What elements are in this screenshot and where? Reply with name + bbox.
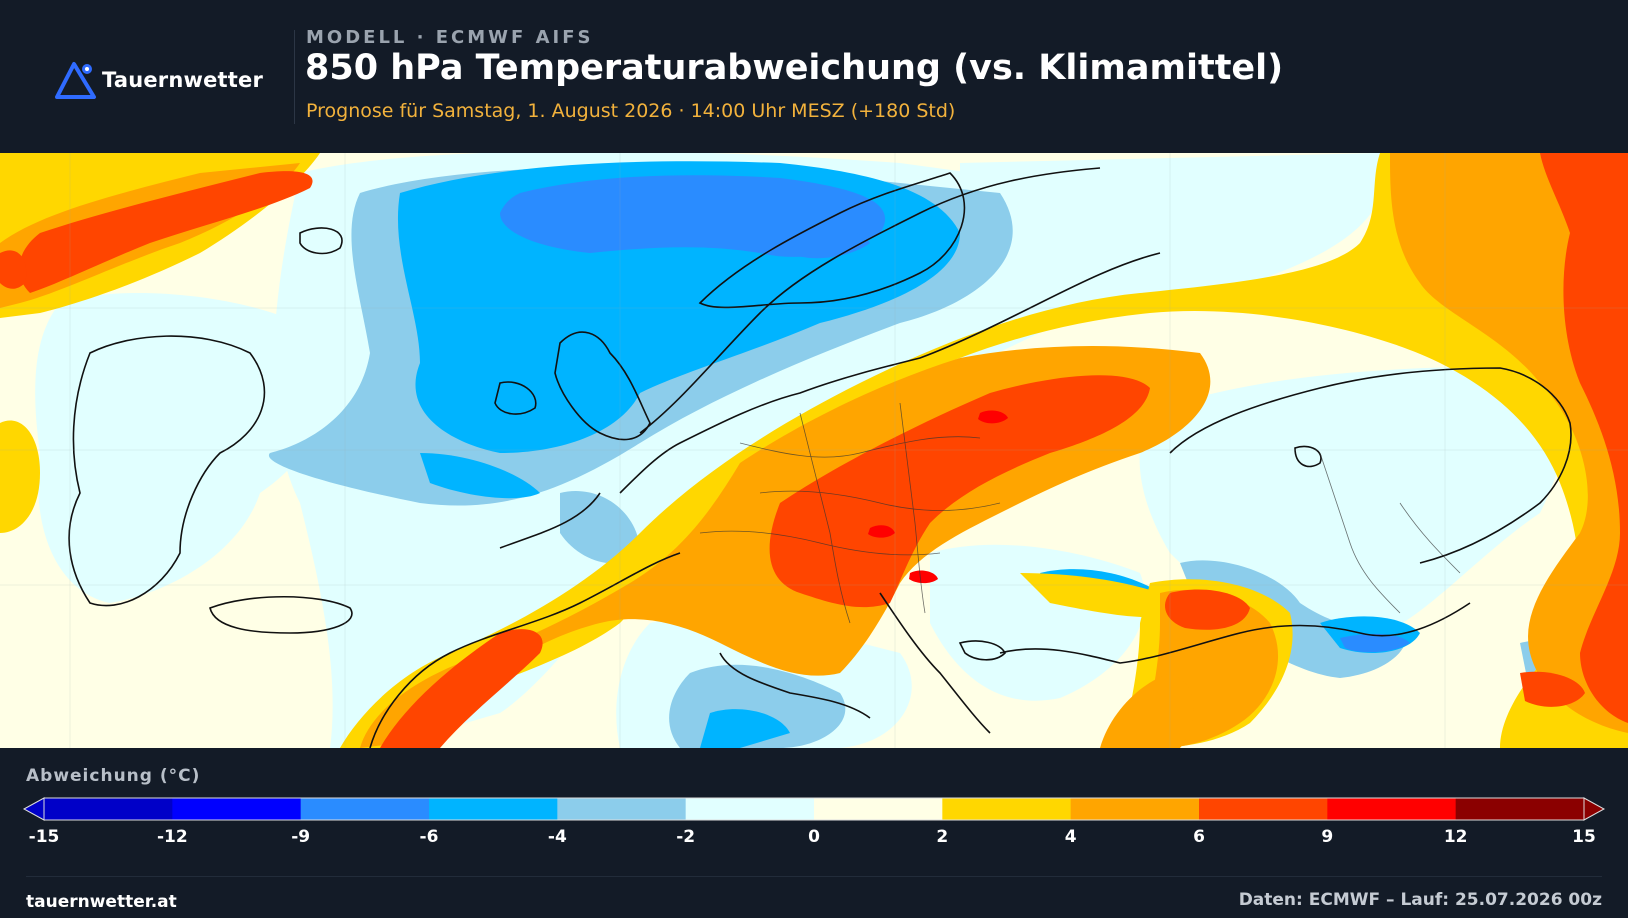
colorbar-segment xyxy=(814,798,943,820)
colorbar-segment xyxy=(1070,798,1200,820)
colorbar-tick-label: 9 xyxy=(1321,827,1334,847)
page-title: 850 hPa Temperaturabweichung (vs. Klimam… xyxy=(305,48,1284,88)
colorbar-tick-label: -9 xyxy=(291,827,311,847)
colorbar-tick-label: 4 xyxy=(1064,827,1077,847)
colorbar-segment xyxy=(557,798,687,820)
colorbar-segment xyxy=(685,798,815,820)
colorbar-tick-label: 6 xyxy=(1193,827,1205,847)
brand-logo[interactable]: Tauernwetter xyxy=(54,60,263,100)
colorbar-segment xyxy=(1455,798,1585,820)
colorbar xyxy=(22,796,1606,826)
colorbar-segment xyxy=(1199,798,1328,820)
colorbar-tick-label: -15 xyxy=(28,827,60,847)
colorbar-min-extend xyxy=(22,797,45,821)
mountain-triangle-icon xyxy=(55,62,96,99)
colorbar-tick-label: -6 xyxy=(419,827,439,847)
colorbar-tick-label: 12 xyxy=(1443,827,1468,847)
colorbar-tick-label: -2 xyxy=(676,827,696,847)
colorbar-tick-label: 0 xyxy=(808,827,820,847)
colorbar-tick-label: 15 xyxy=(1572,827,1596,847)
colorbar-max-extend xyxy=(1583,797,1606,821)
colorbar-segment xyxy=(300,798,430,820)
data-source: Daten: ECMWF – Lauf: 25.07.2026 00z xyxy=(1238,890,1602,910)
legend-title: Abweichung (°C) xyxy=(26,766,201,786)
colorbar-frame xyxy=(43,797,1585,821)
colorbar-segment xyxy=(942,798,1072,820)
site-link[interactable]: tauernwetter.at xyxy=(26,892,177,912)
header: Tauernwetter MODELL · ECMWF AIFS 850 hPa… xyxy=(0,0,1628,153)
model-kicker: MODELL · ECMWF AIFS xyxy=(306,27,594,48)
colorbar-segment xyxy=(1327,798,1457,820)
colorbar-svg xyxy=(22,797,1606,821)
colorbar-tick-label: 2 xyxy=(936,827,949,847)
map-canvas xyxy=(0,153,1628,748)
header-divider xyxy=(294,30,295,124)
forecast-subtitle: Prognose für Samstag, 1. August 2026 · 1… xyxy=(306,100,956,122)
colorbar-tick-label: -4 xyxy=(547,827,567,847)
colorbar-tick-label: -12 xyxy=(156,827,188,847)
anomaly-map[interactable] xyxy=(0,153,1628,748)
footer-divider xyxy=(26,876,1602,877)
colorbar-segment xyxy=(44,798,173,820)
colorbar-segment xyxy=(429,798,558,820)
brand-name: Tauernwetter xyxy=(102,68,264,92)
colorbar-segment xyxy=(172,798,302,820)
